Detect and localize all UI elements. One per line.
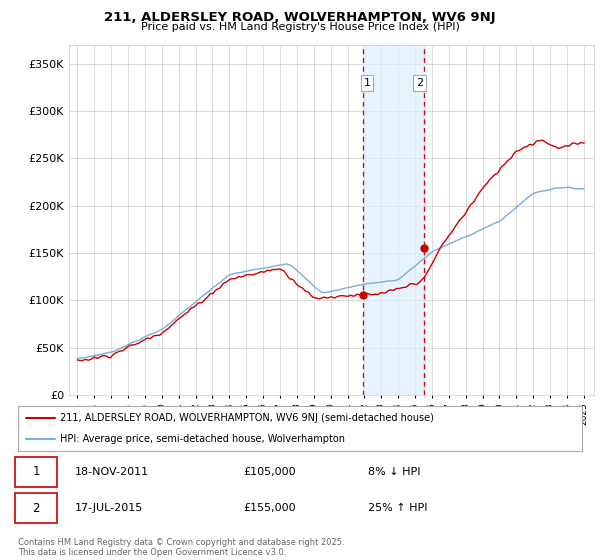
Text: 1: 1 <box>364 78 370 88</box>
Text: 2: 2 <box>32 502 40 515</box>
Text: 25% ↑ HPI: 25% ↑ HPI <box>368 503 427 513</box>
Text: £155,000: £155,000 <box>244 503 296 513</box>
Text: 17-JUL-2015: 17-JUL-2015 <box>74 503 143 513</box>
Text: HPI: Average price, semi-detached house, Wolverhampton: HPI: Average price, semi-detached house,… <box>60 433 346 444</box>
Bar <box>362 45 424 395</box>
Text: 211, ALDERSLEY ROAD, WOLVERHAMPTON, WV6 9NJ (semi-detached house): 211, ALDERSLEY ROAD, WOLVERHAMPTON, WV6 … <box>60 413 434 423</box>
Text: £105,000: £105,000 <box>244 467 296 477</box>
Text: 8% ↓ HPI: 8% ↓ HPI <box>368 467 420 477</box>
FancyBboxPatch shape <box>15 457 58 487</box>
Text: 2: 2 <box>416 78 424 88</box>
Text: 18-NOV-2011: 18-NOV-2011 <box>74 467 149 477</box>
Text: Contains HM Land Registry data © Crown copyright and database right 2025.
This d: Contains HM Land Registry data © Crown c… <box>18 538 344 557</box>
Text: 211, ALDERSLEY ROAD, WOLVERHAMPTON, WV6 9NJ: 211, ALDERSLEY ROAD, WOLVERHAMPTON, WV6 … <box>104 11 496 24</box>
FancyBboxPatch shape <box>15 493 58 523</box>
Text: 1: 1 <box>32 465 40 478</box>
Text: Price paid vs. HM Land Registry's House Price Index (HPI): Price paid vs. HM Land Registry's House … <box>140 22 460 32</box>
